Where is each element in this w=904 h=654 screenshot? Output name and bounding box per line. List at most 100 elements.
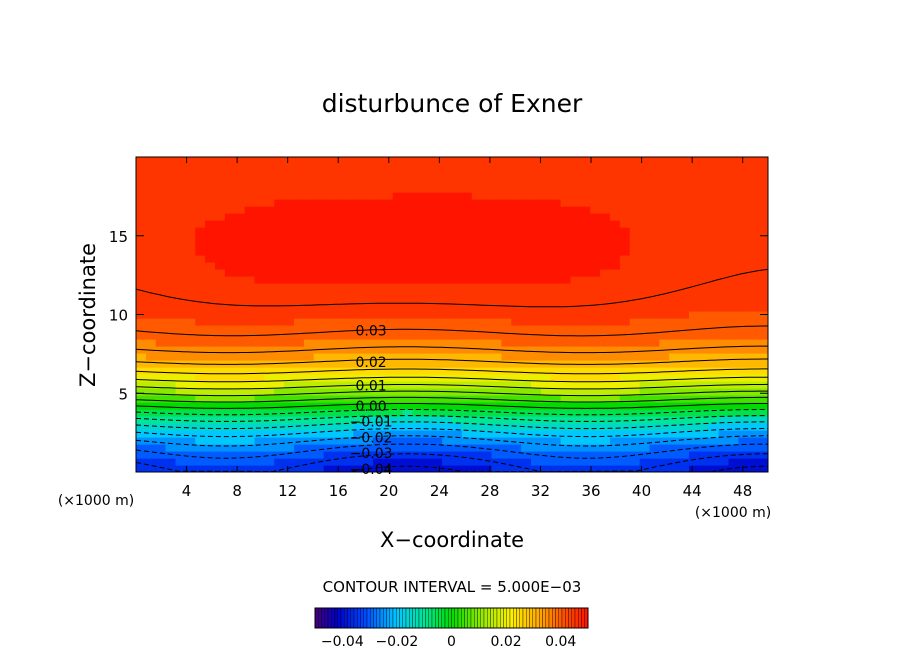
color-cell xyxy=(738,255,749,263)
color-cell xyxy=(195,318,206,326)
color-cell xyxy=(294,178,305,186)
color-cell xyxy=(402,171,414,179)
color-cell xyxy=(392,325,404,333)
color-cell xyxy=(215,164,226,172)
color-cell xyxy=(452,311,463,319)
color-cell xyxy=(452,206,463,214)
contour-lines xyxy=(136,268,768,472)
color-cell xyxy=(155,276,167,284)
color-cell xyxy=(185,248,196,256)
color-cell xyxy=(215,290,226,298)
color-cell xyxy=(521,311,532,319)
color-cell xyxy=(254,297,265,305)
color-cell xyxy=(758,395,768,403)
color-cell xyxy=(373,353,384,361)
color-cell xyxy=(185,220,196,228)
color-cell xyxy=(679,311,690,319)
color-cell xyxy=(679,185,690,193)
color-cell xyxy=(224,262,236,270)
color-cell xyxy=(254,430,265,438)
color-cell xyxy=(244,318,256,326)
color-cell xyxy=(728,332,739,340)
color-cell xyxy=(452,192,463,200)
color-cell xyxy=(659,444,670,452)
color-cell xyxy=(718,346,730,354)
color-cell xyxy=(738,164,749,172)
color-cell xyxy=(649,311,660,319)
color-cell xyxy=(254,255,265,263)
color-cell xyxy=(294,346,305,354)
colorbar-cell xyxy=(370,607,374,629)
color-cell xyxy=(580,416,591,424)
color-cell xyxy=(422,409,433,417)
color-cell xyxy=(373,248,384,256)
color-cell xyxy=(373,395,384,403)
colorbar-cell xyxy=(331,607,335,629)
colorbar-tick-label: 0.02 xyxy=(491,634,522,650)
color-cell xyxy=(353,192,364,200)
color-cell xyxy=(353,234,364,242)
color-cell xyxy=(254,276,265,284)
x-tick-label: 48 xyxy=(733,482,752,500)
color-cell xyxy=(363,297,374,305)
color-cell xyxy=(560,199,572,207)
color-cell xyxy=(185,157,196,165)
color-cell xyxy=(373,213,384,221)
color-cell xyxy=(274,199,285,207)
color-cell xyxy=(728,416,739,424)
color-cell xyxy=(165,381,177,389)
color-cell xyxy=(531,367,542,375)
color-cell xyxy=(531,465,542,472)
color-cell xyxy=(610,185,621,193)
color-cell xyxy=(531,157,542,165)
colorbar-cell xyxy=(396,607,400,629)
color-cell xyxy=(708,199,720,207)
color-cell xyxy=(590,465,601,472)
color-cell xyxy=(313,213,325,221)
color-cell xyxy=(590,360,601,368)
color-cell xyxy=(758,276,768,284)
color-cell xyxy=(136,192,147,200)
color-cell xyxy=(708,465,720,472)
color-cell xyxy=(708,444,720,452)
color-cell xyxy=(570,409,581,417)
color-cell xyxy=(659,395,670,403)
color-cell xyxy=(590,311,601,319)
color-cell xyxy=(274,318,285,326)
color-cell xyxy=(629,241,641,249)
color-cell xyxy=(521,409,532,417)
color-cell xyxy=(373,339,384,347)
color-cell xyxy=(442,283,453,291)
color-cell xyxy=(274,269,285,277)
color-cell xyxy=(452,423,463,431)
color-cell xyxy=(501,325,512,333)
color-cell xyxy=(639,262,651,270)
color-cell xyxy=(442,325,453,333)
color-cell xyxy=(619,367,631,375)
colorbar-cell xyxy=(539,607,543,629)
color-cell xyxy=(550,409,562,417)
color-cell xyxy=(629,444,641,452)
color-cell xyxy=(610,458,621,466)
color-cell xyxy=(471,220,483,228)
color-cell xyxy=(540,227,552,235)
color-cell xyxy=(501,178,512,186)
color-cell xyxy=(501,353,512,361)
color-cell xyxy=(590,297,601,305)
color-cell xyxy=(215,367,226,375)
color-cell xyxy=(353,171,364,179)
color-cell xyxy=(343,311,354,319)
color-cell xyxy=(136,381,147,389)
color-cell xyxy=(402,388,414,396)
color-cell xyxy=(679,444,690,452)
color-cell xyxy=(234,360,246,368)
color-cell xyxy=(432,325,443,333)
color-cell xyxy=(303,178,315,186)
color-cell xyxy=(560,234,572,242)
color-cell xyxy=(402,220,414,228)
color-cell xyxy=(481,311,493,319)
color-cell xyxy=(629,325,641,333)
color-cell xyxy=(728,206,739,214)
color-cell xyxy=(333,451,344,459)
color-cell xyxy=(511,332,522,340)
